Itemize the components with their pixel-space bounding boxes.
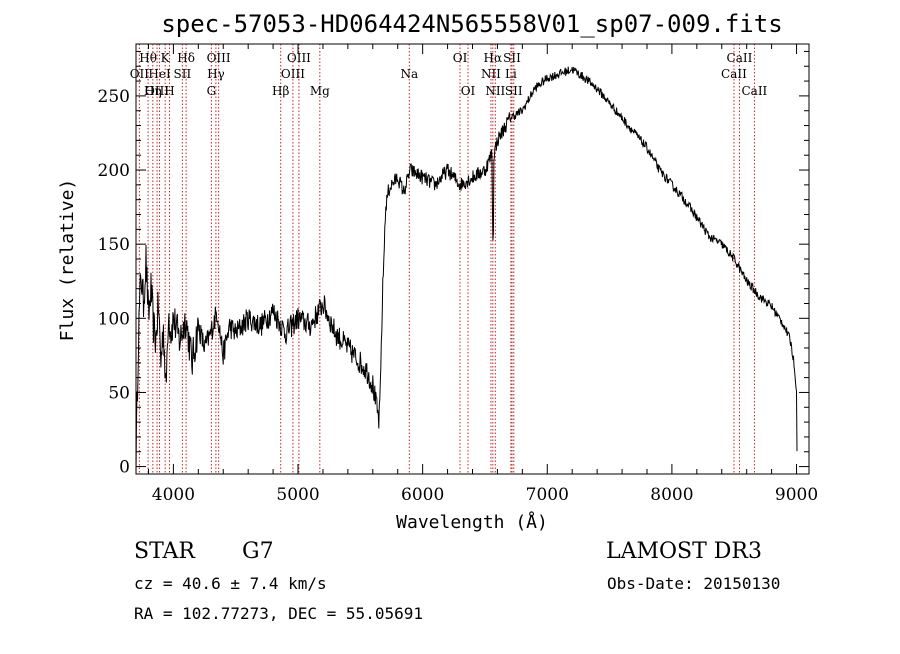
spectral-line-label: CaII [721, 67, 747, 81]
spectral-line-label: SII [505, 84, 523, 98]
y-tick-label: 50 [108, 383, 130, 403]
spectral-line-label: OI [461, 84, 476, 98]
y-tick-label: 150 [98, 235, 130, 255]
spectral-line-label: Mg [310, 84, 330, 98]
spectral-line-label: SII [503, 51, 521, 65]
chart-title: spec-57053-HD064424N565558V01_sp07-009.f… [161, 10, 782, 38]
spectral-line-label: Hδ [177, 51, 195, 65]
y-tick-label: 200 [98, 161, 130, 181]
x-tick-label: 4000 [152, 485, 195, 505]
x-tick-label: 6000 [401, 485, 444, 505]
spectral-line-label: OIII [281, 67, 305, 81]
x-tick-label: 5000 [276, 485, 319, 505]
flux-series [135, 66, 798, 475]
spectral-line-label: Hθ [139, 51, 157, 65]
spectral-line-label: OII [130, 67, 150, 81]
x-axis-label: Wavelength (Å) [396, 511, 548, 533]
series-line-flux [135, 66, 798, 475]
spectral-line-label: OIII [207, 51, 231, 65]
spectral-line-label: Na [400, 67, 418, 81]
spectral-line-label: HeI [148, 67, 171, 81]
spectral-line-label: OI [453, 51, 468, 65]
coordinates-text: RA = 102.77273, DEC = 55.05691 [134, 604, 423, 623]
spectral-line-label: OIII [145, 84, 169, 98]
spectral-line-label: NII [485, 84, 505, 98]
object-subclass: G7 [242, 539, 274, 564]
object-class: STAR [134, 539, 196, 564]
x-axis-ticks: 4000 5000 6000 7000 8000 9000 [147, 44, 818, 505]
footer-info: STAR G7 LAMOST DR3 cz = 40.6 ± 7.4 km/s … [134, 539, 780, 623]
spectral-line-label: CaII [741, 84, 767, 98]
survey-name: LAMOST DR3 [606, 539, 762, 564]
plot-frame [135, 43, 810, 475]
spectral-line-label: K [161, 51, 171, 65]
spectral-line-label: Hβ [272, 84, 289, 98]
spectral-line-label: SII [174, 67, 192, 81]
x-tick-label: 9000 [775, 485, 818, 505]
y-tick-label: 100 [98, 309, 130, 329]
spectral-line-label: Hη [144, 84, 162, 98]
y-tick-label: 250 [98, 87, 130, 107]
spectral-line-label: Li [505, 67, 517, 81]
spectral-line-label: NII [481, 67, 501, 81]
spectral-line-label: OIII [287, 51, 311, 65]
x-tick-label: 8000 [650, 485, 693, 505]
spectral-line-label: G [207, 84, 217, 98]
obs-date-text: Obs-Date: 20150130 [607, 574, 780, 593]
y-axis-label: Flux (relative) [57, 179, 78, 342]
redshift-text: cz = 40.6 ± 7.4 km/s [134, 574, 327, 593]
y-tick-label: 0 [119, 458, 130, 478]
spectral-line-markers [138, 44, 755, 474]
spectral-line-label: Hγ [207, 67, 225, 81]
y-axis-ticks: 0 50 100 150 200 250 [98, 50, 809, 478]
x-tick-label: 7000 [526, 485, 569, 505]
spectral-line-label: CaII [727, 51, 753, 65]
spectral-line-label: H [164, 84, 174, 98]
spectral-line-label: Hα [484, 51, 503, 65]
